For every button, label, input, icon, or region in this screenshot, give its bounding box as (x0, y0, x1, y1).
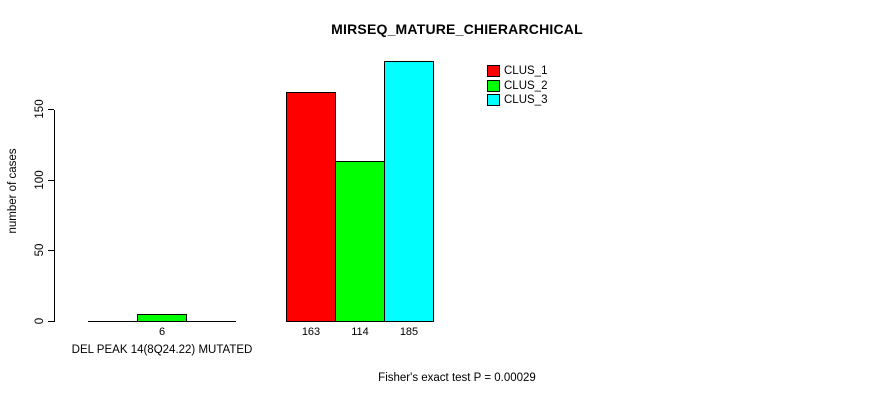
legend-item-clus_2: CLUS_2 (487, 79, 547, 94)
x-axis-group-label: DEL PEAK 14(8Q24.22) MUTATED (71, 344, 253, 356)
y-axis-tick (48, 180, 54, 181)
legend: CLUS_1 CLUS_2 CLUS_3 (487, 64, 547, 108)
bar-clus_1-group2 (286, 92, 336, 322)
fisher-test-annotation: Fisher's exact test P = 0.00029 (378, 372, 536, 384)
bar-clus_3-group1-zero (186, 321, 236, 322)
y-axis-line (54, 110, 55, 322)
legend-item-clus_1: CLUS_1 (487, 64, 547, 79)
legend-label: CLUS_1 (504, 65, 548, 78)
bar-clus_1-group1-zero (88, 321, 138, 322)
y-axis-tick-label: 50 (34, 243, 46, 257)
bar-value-label: 185 (399, 326, 419, 338)
bar-clus_2-group2 (335, 161, 385, 322)
y-axis-label: number of cases (7, 148, 19, 234)
y-axis-tick (48, 250, 54, 251)
bar-value-label: 163 (301, 326, 321, 338)
y-axis-tick (48, 109, 54, 110)
y-axis-tick-label: 0 (34, 317, 46, 325)
legend-label: CLUS_3 (504, 94, 548, 107)
legend-swatch-clus_2 (487, 79, 500, 92)
y-axis-tick (48, 321, 54, 322)
bar-clus_2-group1 (137, 314, 187, 322)
bar-value-label: 114 (351, 326, 369, 338)
legend-label: CLUS_2 (504, 79, 548, 92)
legend-swatch-clus_1 (487, 65, 500, 78)
y-axis-tick-label: 150 (34, 99, 46, 119)
y-axis-tick-label: 100 (34, 170, 46, 190)
legend-item-clus_3: CLUS_3 (487, 93, 547, 108)
chart-title: MIRSEQ_MATURE_CHIERARCHICAL (331, 21, 583, 37)
bar-value-label: 6 (158, 326, 166, 338)
legend-swatch-clus_3 (487, 94, 500, 107)
bar-clus_3-group2 (384, 61, 434, 322)
